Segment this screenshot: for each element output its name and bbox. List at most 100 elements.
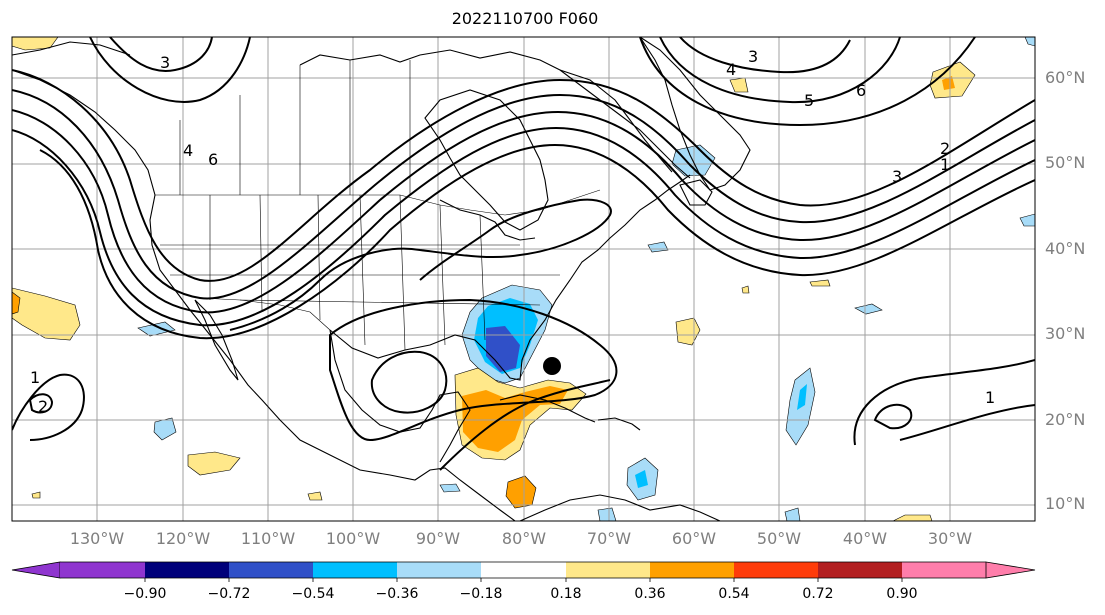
yellow-anomaly-nw [12,37,59,51]
yellow-anomaly-small-4 [31,491,41,499]
blue-anomaly-caribbean-east-core [635,470,648,488]
contour-label: 6 [856,81,866,100]
lon-label: 80°W [501,529,547,548]
newfoundland [679,179,713,206]
yellow-anomaly-atlantic [675,317,701,346]
blue-anomaly-atlantic-core [797,384,807,410]
contour-atlantic-ridge [899,404,1035,441]
lon-label: 30°W [927,529,973,548]
contour-gulf-low [329,298,618,442]
colorbar-segment [313,562,397,578]
yellow-anomaly-se [892,514,933,521]
greenland [639,37,751,191]
jet-contour-1 [12,69,1035,282]
colorbar-segment [566,562,650,578]
hispaniola [597,417,641,431]
lon-label: 70°W [586,529,632,548]
colorbar-extend-high [985,561,1036,579]
figure-title: 2022110700 F060 [451,9,599,28]
lat-label: 30°N [1045,324,1086,343]
lon-label: 90°W [415,529,461,548]
baja-california [194,299,239,381]
colorbar-tick-label: −0.72 [207,586,251,602]
blue-anomaly-small-5 [597,507,617,521]
colorbar-tick-label: 0.72 [802,586,834,602]
contour-label: 2 [38,397,48,416]
contour-lines [12,37,1035,471]
colorbar-segment [818,562,902,578]
canada-province-lines [179,60,411,195]
contour-atlantic-low-2 [873,403,913,430]
jet-contour-4 [12,126,1035,327]
graticule [12,37,1035,521]
yellow-anomaly-small-2 [809,279,831,287]
contour-label: 1 [940,155,950,174]
jet-contour-2 [12,89,1035,300]
colorbar-segment [145,562,229,578]
lon-label: 110°W [240,529,296,548]
yellow-anomaly-small-1 [307,491,323,501]
colorbar-tick-label: −0.36 [375,586,419,602]
colorbar-outline [60,561,986,579]
blue-anomaly-small-7 [439,483,461,493]
colorbar-tick-label: −0.54 [291,586,335,602]
lat-label: 50°N [1045,153,1086,172]
lon-label: 50°W [756,529,802,548]
colorbar [11,561,1036,582]
blue-anomaly-small-2 [854,303,883,315]
orange-anomaly-south [505,475,537,509]
colorbar-segment [229,562,313,578]
blue-anomaly-small-1 [647,241,669,253]
contour-label: 1 [985,388,995,407]
contour-trough [229,198,612,331]
cuba [499,394,596,423]
yellow-anomaly-small-3 [729,77,749,93]
contour-ne-high-2 [659,37,901,104]
colorbar-tick-label: −0.90 [123,586,167,602]
blue-anomaly-small-4 [784,507,801,521]
lat-label: 60°N [1045,68,1086,87]
alaska-coast [12,41,131,56]
yellow-anomaly-small-5 [741,285,750,294]
colorbar-segment [734,562,818,578]
jet-contour-3 [12,109,1035,314]
colorbar-extend-low [11,561,61,579]
jet-contour-5 [39,143,1035,340]
gulf-coast [329,174,691,381]
north-america-west-coast [12,69,516,521]
contour-atlantic-low [853,359,1035,446]
colorbar-tick-label: −0.18 [459,586,503,602]
lon-label: 60°W [671,529,717,548]
colorbar-tick-label: 0.54 [718,586,750,602]
contour-label: 3 [160,53,170,72]
colorbar-tick-label: 0.18 [550,586,582,602]
lon-label: 100°W [325,529,381,548]
colorbar-tick-label: 0.90 [886,586,918,602]
lon-label: 130°W [69,529,125,548]
contour-pacific-low-2 [28,393,54,414]
blue-anomaly-florida-core [486,326,520,372]
colorbar-segment [397,562,481,578]
orange-anomaly-pacific [12,291,21,315]
blue-anomaly-pacific-south [153,417,177,441]
us-mexico-border [199,297,331,331]
contour-label: 6 [208,150,218,169]
lat-label: 20°N [1045,410,1086,429]
contour-label: 4 [183,141,193,160]
contour-gulf-low-inner [370,350,448,414]
contour-label-group: 3 4 6 3 4 5 6 1 2 3 2 1 1 [30,47,995,416]
blue-anomaly-pacific [137,321,176,337]
lon-label: 120°W [155,529,211,548]
contour-label: 4 [726,60,736,79]
lon-label: 40°W [842,529,888,548]
lat-label: 40°N [1045,239,1086,258]
hudson-bay [424,89,549,231]
colorbar-segment [481,562,566,578]
contour-ne-high-3 [639,37,976,127]
yellow-anomaly-gulf-pacific [187,451,241,476]
colorbar-segment [650,562,734,578]
storm-center-marker [543,357,561,375]
contour-ne-high-1 [679,37,851,74]
us-state-lines [160,194,560,351]
